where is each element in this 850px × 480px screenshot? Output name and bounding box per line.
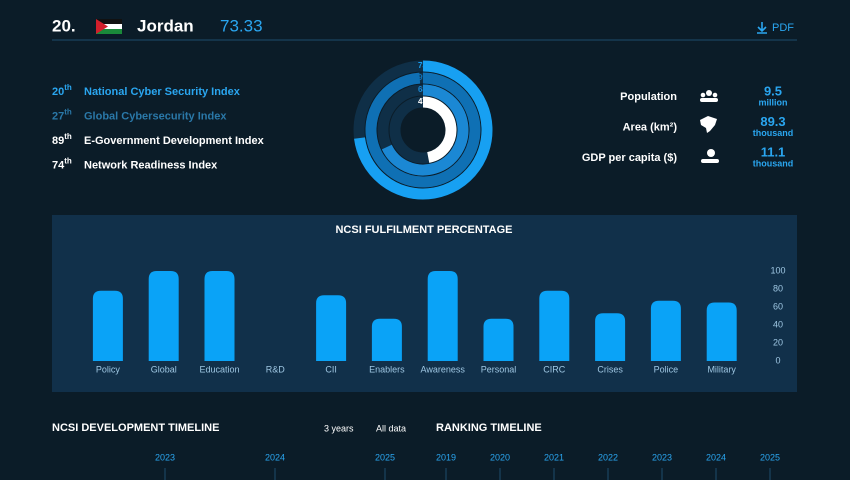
x-tick-label: CIRC [543,364,565,374]
x-tick-label: Police [654,364,679,374]
x-tick-label: Enablers [369,364,405,374]
bar [483,318,514,361]
index-suffix: th [64,83,72,92]
index-name: Network Readiness Index [84,159,218,171]
score: 73.33 [220,16,263,35]
rank: 20. [52,16,76,35]
timeline-year: 2025 [375,452,395,462]
x-tick-label: Crises [597,364,623,374]
ring-arc [422,96,457,163]
ring-label: 68% [418,85,434,94]
timeline-year: 2023 [155,452,175,462]
bar [371,318,402,361]
timeline-option[interactable]: 3 years [324,423,354,433]
bar [92,290,123,361]
y-tick-label: 20 [773,337,783,347]
index-rank: 27 [52,110,64,122]
timeline-title: RANKING TIMELINE [436,422,542,434]
stat-unit: thousand [753,158,794,168]
x-tick-label: Education [199,364,239,374]
index-entry: 74th [52,157,72,172]
y-tick-label: 80 [773,283,783,293]
bar [595,313,626,361]
y-tick-label: 60 [773,301,783,311]
timeline-year: 2021 [544,452,564,462]
index-entry: 20th [52,83,72,98]
stat-label: Population [620,91,677,103]
bar [427,271,458,361]
ring-arc [354,60,493,200]
bar [706,302,737,361]
stat-value: 9.5 [764,83,782,98]
ring-arc [365,72,481,188]
bar [148,271,179,361]
timeline-title: NCSI DEVELOPMENT TIMELINE [52,422,219,434]
chart-title: NCSI FULFILMENT PERCENTAGE [335,224,512,236]
index-name: National Cyber Security Index [84,86,241,98]
x-tick-label: Military [707,364,736,374]
x-tick-label: R&D [266,364,286,374]
x-tick-label: Awareness [421,364,466,374]
x-tick-label: CII [325,364,337,374]
stat-value: 89.3 [760,114,785,129]
icons [700,90,719,163]
index-rank: 74 [52,159,65,171]
x-tick-label: Personal [481,364,517,374]
y-tick-label: 0 [775,355,780,365]
bar [650,300,681,361]
ring-arc [381,84,469,176]
pdf-icon[interactable] [757,22,767,34]
index-suffix: th [64,132,72,141]
country: Jordan [137,16,194,35]
timeline-year: 2024 [706,452,726,462]
ring-label: 73% [418,61,434,70]
index-rank: 89 [52,135,64,147]
bar [204,271,235,361]
timeline-year: 2025 [760,452,780,462]
bar [316,295,347,361]
bar [539,290,570,361]
pdf-link[interactable]: PDF [772,22,794,34]
ring-label: 47% [418,97,434,106]
index-entry: 27th [52,108,72,123]
flag [96,19,122,34]
stat-unit: million [759,97,788,107]
x-tick-label: Global [151,364,177,374]
y-tick-label: 40 [773,319,783,329]
index-entry: 89th [52,132,72,147]
timeline-year: 2019 [436,452,456,462]
stat-value: 11.1 [761,144,786,159]
index-suffix: th [64,108,72,117]
index-name: Global Cybersecurity Index [84,110,227,122]
index-rank: 20 [52,86,64,98]
timeline-year: 2022 [598,452,618,462]
ring-label: 99% [418,73,434,82]
stat-unit: thousand [753,128,794,138]
timeline-year: 2023 [652,452,672,462]
index-name: E-Government Development Index [84,135,265,147]
timeline-year: 2020 [490,452,510,462]
index-suffix: th [64,157,72,166]
timeline-year: 2024 [265,452,285,462]
timeline-option[interactable]: All data [376,423,406,433]
x-tick-label: Policy [96,364,121,374]
stat-label: Area (km²) [623,121,678,133]
stat-label: GDP per capita ($) [582,152,677,164]
y-tick-label: 100 [770,265,785,275]
